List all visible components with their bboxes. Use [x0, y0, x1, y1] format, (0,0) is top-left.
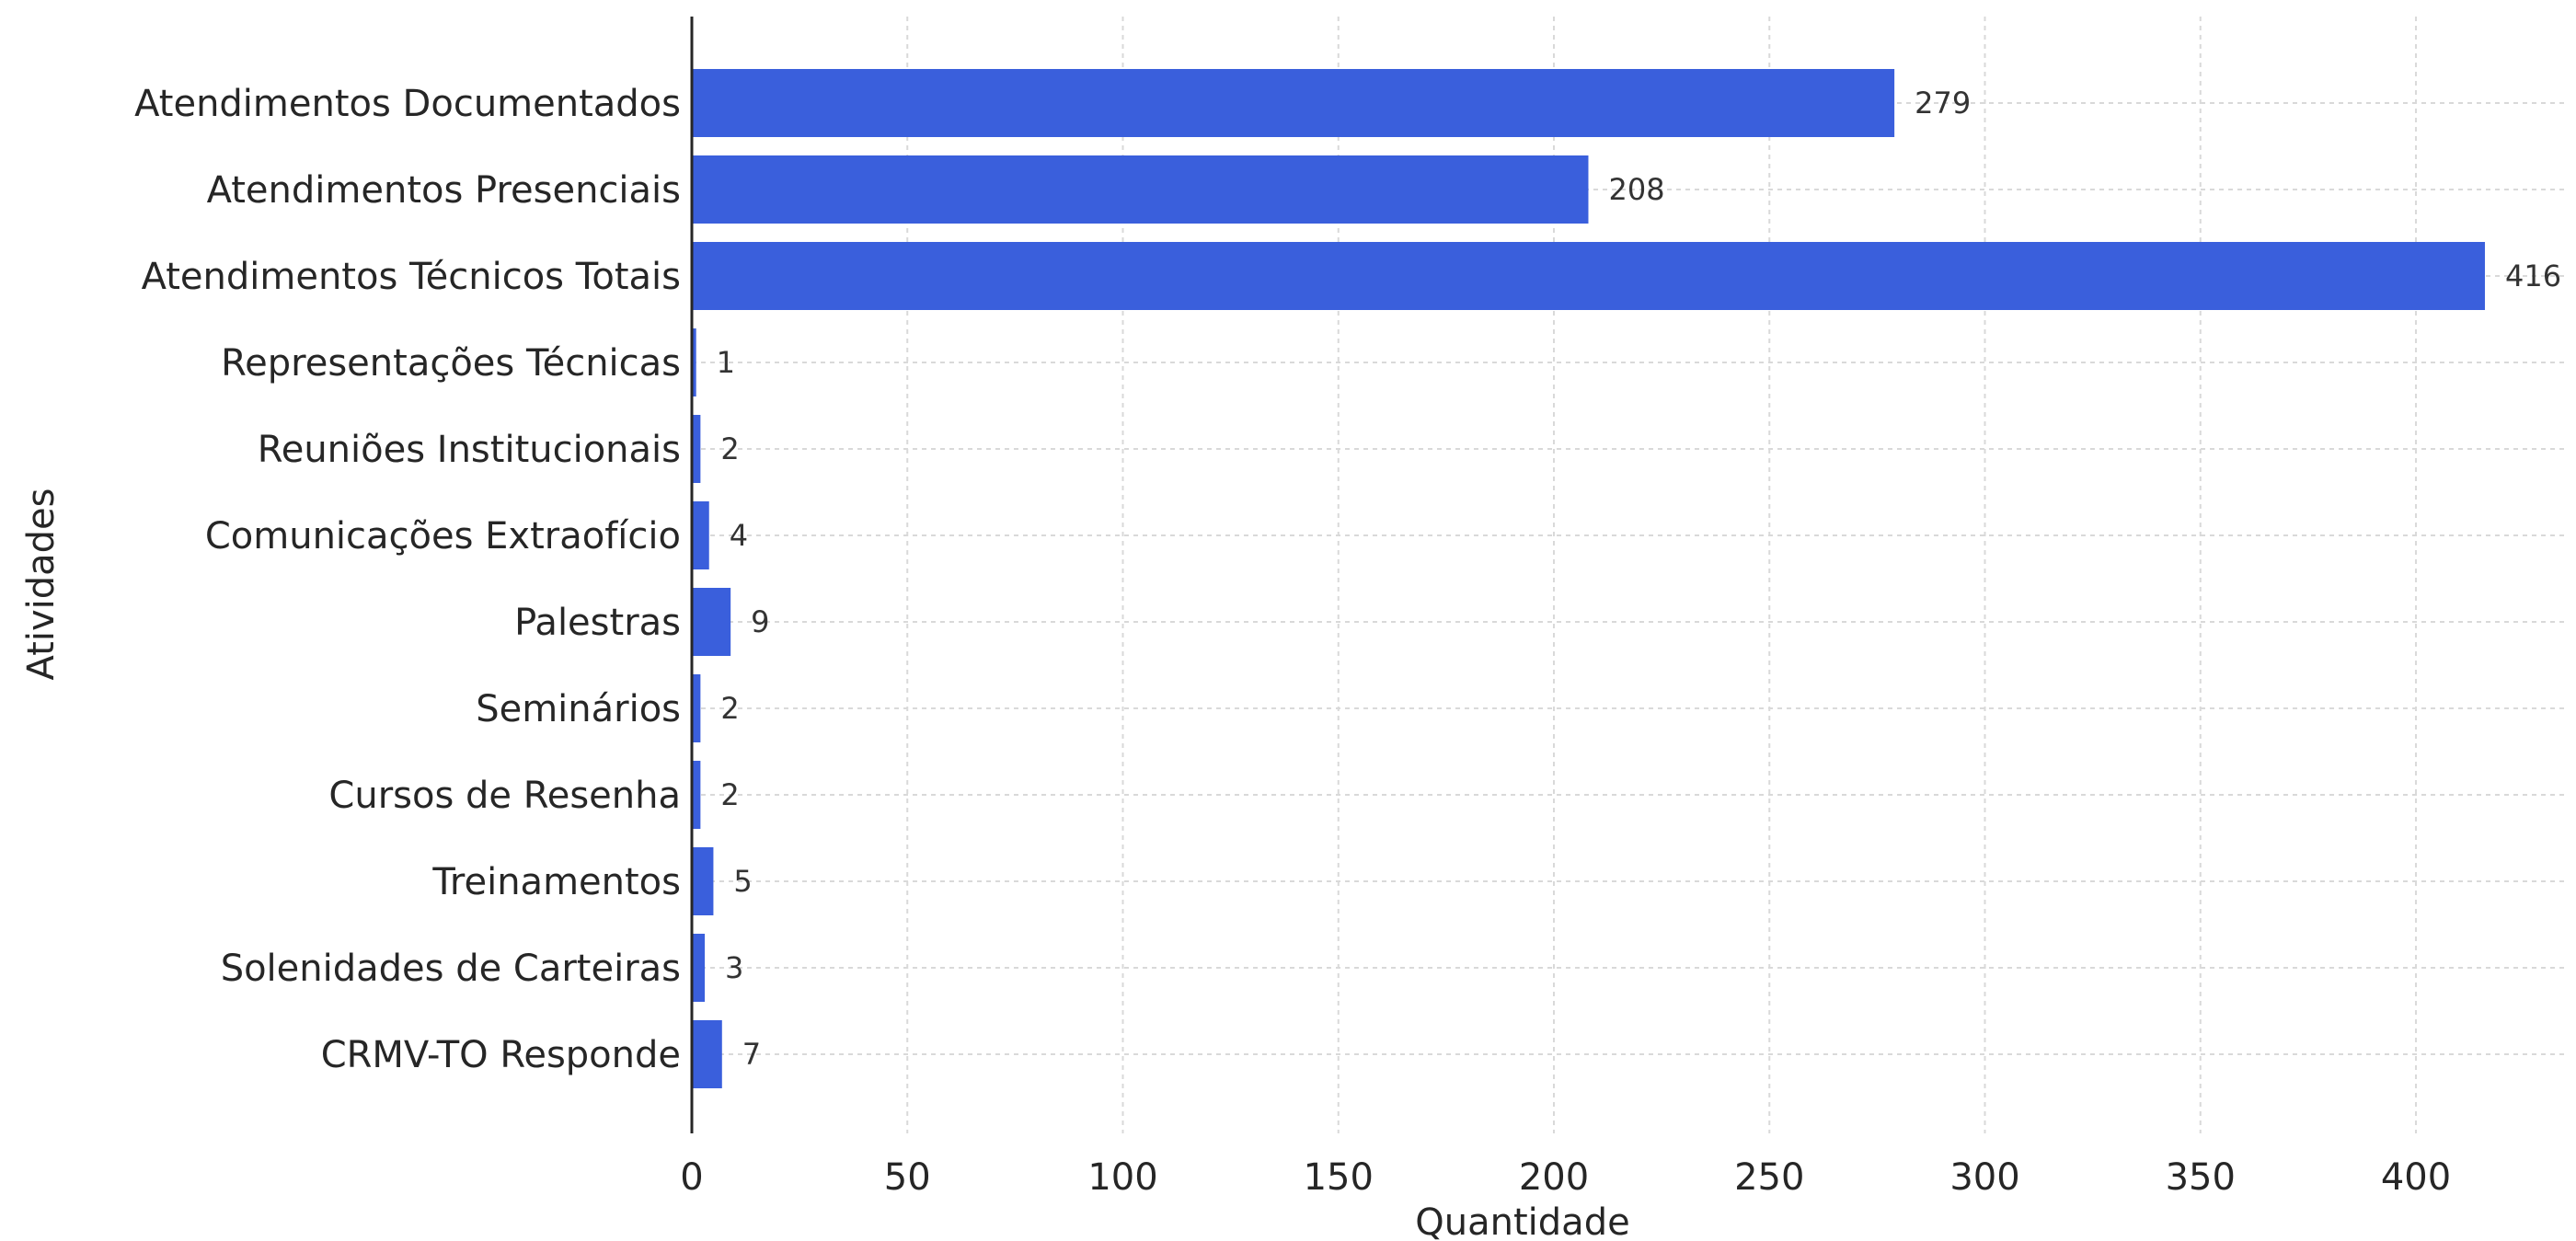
category-label: Atendimentos Técnicos Totais	[142, 256, 681, 298]
data-label: 7	[742, 1037, 761, 1072]
bars	[692, 69, 2485, 1088]
bar	[692, 588, 731, 656]
bar	[692, 328, 696, 396]
category-label: Solenidades de Carteiras	[221, 948, 681, 990]
x-tick-label: 200	[1519, 1156, 1589, 1199]
data-label: 2	[720, 691, 739, 726]
x-tick-label: 50	[884, 1156, 931, 1199]
data-label: 3	[725, 950, 743, 985]
category-label: Treinamentos	[431, 861, 681, 903]
bar	[692, 242, 2485, 310]
bar	[692, 155, 1589, 224]
data-label: 9	[751, 604, 769, 639]
bar	[692, 847, 714, 915]
data-label: 279	[1915, 86, 1971, 121]
x-tick-label: 400	[2381, 1156, 2451, 1199]
category-label: Representações Técnicas	[221, 342, 681, 385]
bar	[692, 674, 701, 742]
bar	[692, 69, 1895, 137]
x-tick-label: 0	[680, 1156, 703, 1199]
x-tick-label: 350	[2166, 1156, 2236, 1199]
category-label: Atendimentos Documentados	[134, 83, 681, 125]
category-label: Atendimentos Presenciais	[207, 169, 681, 212]
bar	[692, 1020, 722, 1088]
data-label: 2	[720, 777, 739, 812]
data-label: 416	[2505, 259, 2561, 293]
data-label: 4	[730, 518, 748, 553]
x-axis-title: Quantidade	[1415, 1201, 1629, 1241]
bar	[692, 934, 706, 1002]
category-label: Comunicações Extraofício	[205, 515, 681, 557]
y-axis-title: Atividades	[20, 488, 63, 681]
category-labels: Atendimentos Documentados Atendimentos Pr…	[134, 83, 681, 1076]
x-tick-label: 100	[1087, 1156, 1157, 1199]
data-label: 208	[1608, 172, 1664, 207]
category-label: Seminários	[476, 688, 681, 730]
bar	[692, 501, 709, 569]
bar	[692, 415, 701, 483]
data-label: 5	[733, 864, 752, 899]
x-tick-label: 150	[1304, 1156, 1374, 1199]
x-tick-label: 300	[1949, 1156, 2019, 1199]
x-tick-labels: 0 50 100 150 200 250 300 350 400	[680, 1156, 2451, 1199]
x-tick-label: 250	[1734, 1156, 1804, 1199]
category-label: Cursos de Resenha	[328, 775, 681, 817]
category-label: Palestras	[514, 602, 681, 644]
data-label: 1	[717, 345, 735, 380]
category-label: Reuniões Institucionais	[258, 429, 681, 471]
data-labels: 279 208 416 1 2 4 9 2 2 5 3 7	[717, 86, 2561, 1072]
data-label: 2	[720, 431, 739, 466]
category-label: CRMV-TO Responde	[321, 1034, 681, 1076]
bar	[692, 761, 701, 829]
